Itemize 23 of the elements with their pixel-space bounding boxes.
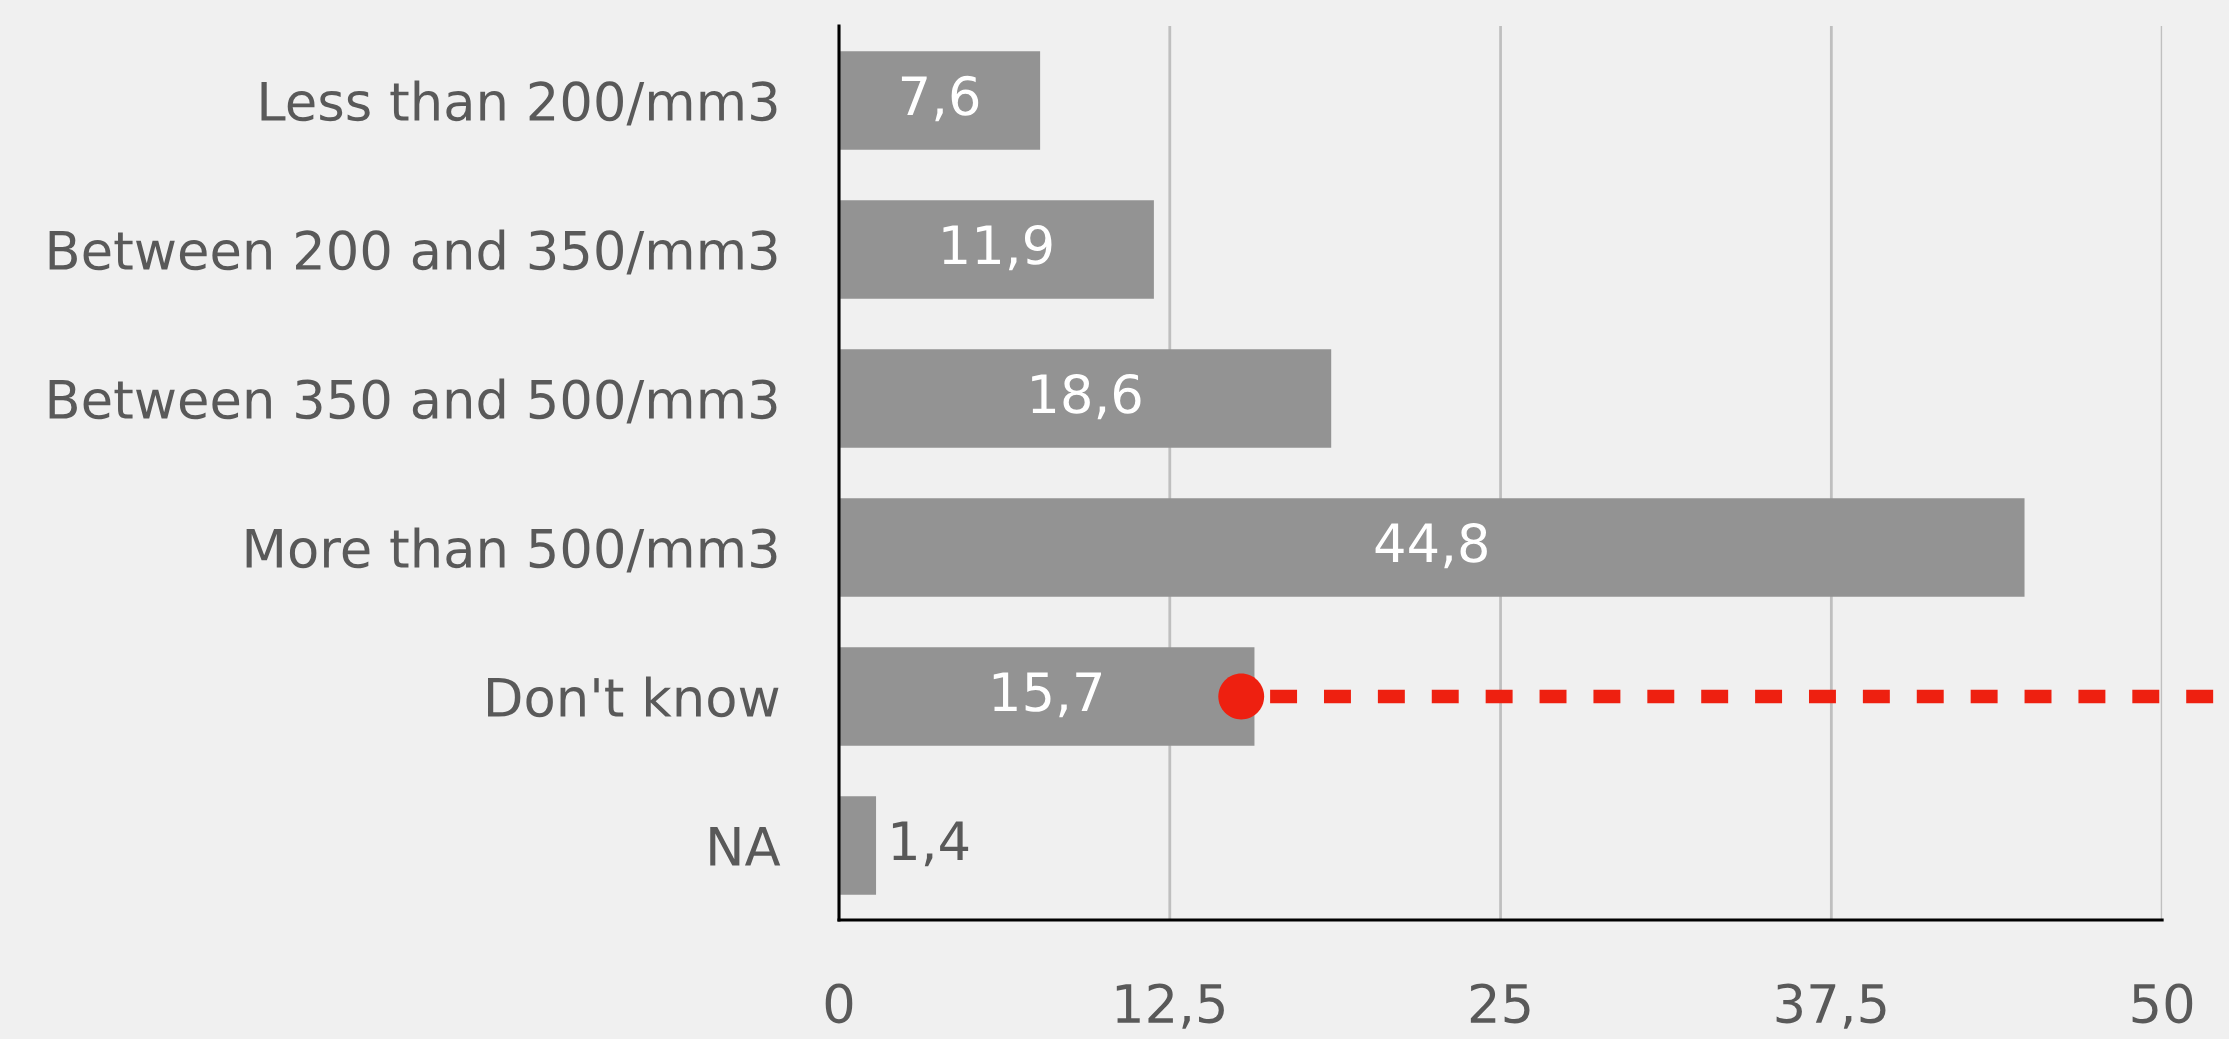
y-tick-label: Between 350 and 500/mm3 xyxy=(49,378,777,424)
x-tick-label: 25 xyxy=(1470,983,1530,1024)
data-label: 18,6 xyxy=(1032,373,1141,420)
bar xyxy=(839,796,877,895)
bar xyxy=(839,200,1154,299)
bar xyxy=(839,647,1255,746)
bar xyxy=(839,349,1332,448)
y-tick-label: Don't know xyxy=(488,676,779,718)
data-label: 11,9 xyxy=(943,224,1052,271)
data-label: 1,4 xyxy=(892,821,969,867)
x-tick-label: 37,5 xyxy=(1776,983,1886,1029)
x-tick-label: 50 xyxy=(2132,983,2193,1024)
data-label: 7,6 xyxy=(901,75,979,122)
x-tick-label: 12,5 xyxy=(1116,983,1224,1029)
bar xyxy=(839,498,2025,597)
y-tick-label: Between 200 and 350/mm3 xyxy=(49,229,777,275)
y-tick-label: NA xyxy=(710,827,781,866)
y-tick-label: Less than 200/mm3 xyxy=(261,80,777,126)
data-label: 15,7 xyxy=(993,672,1101,718)
data-label: 44,8 xyxy=(1375,522,1487,569)
bar xyxy=(839,51,1041,150)
y-tick-label: More than 500/mm3 xyxy=(246,527,777,573)
x-tick-label: 0 xyxy=(825,983,853,1024)
